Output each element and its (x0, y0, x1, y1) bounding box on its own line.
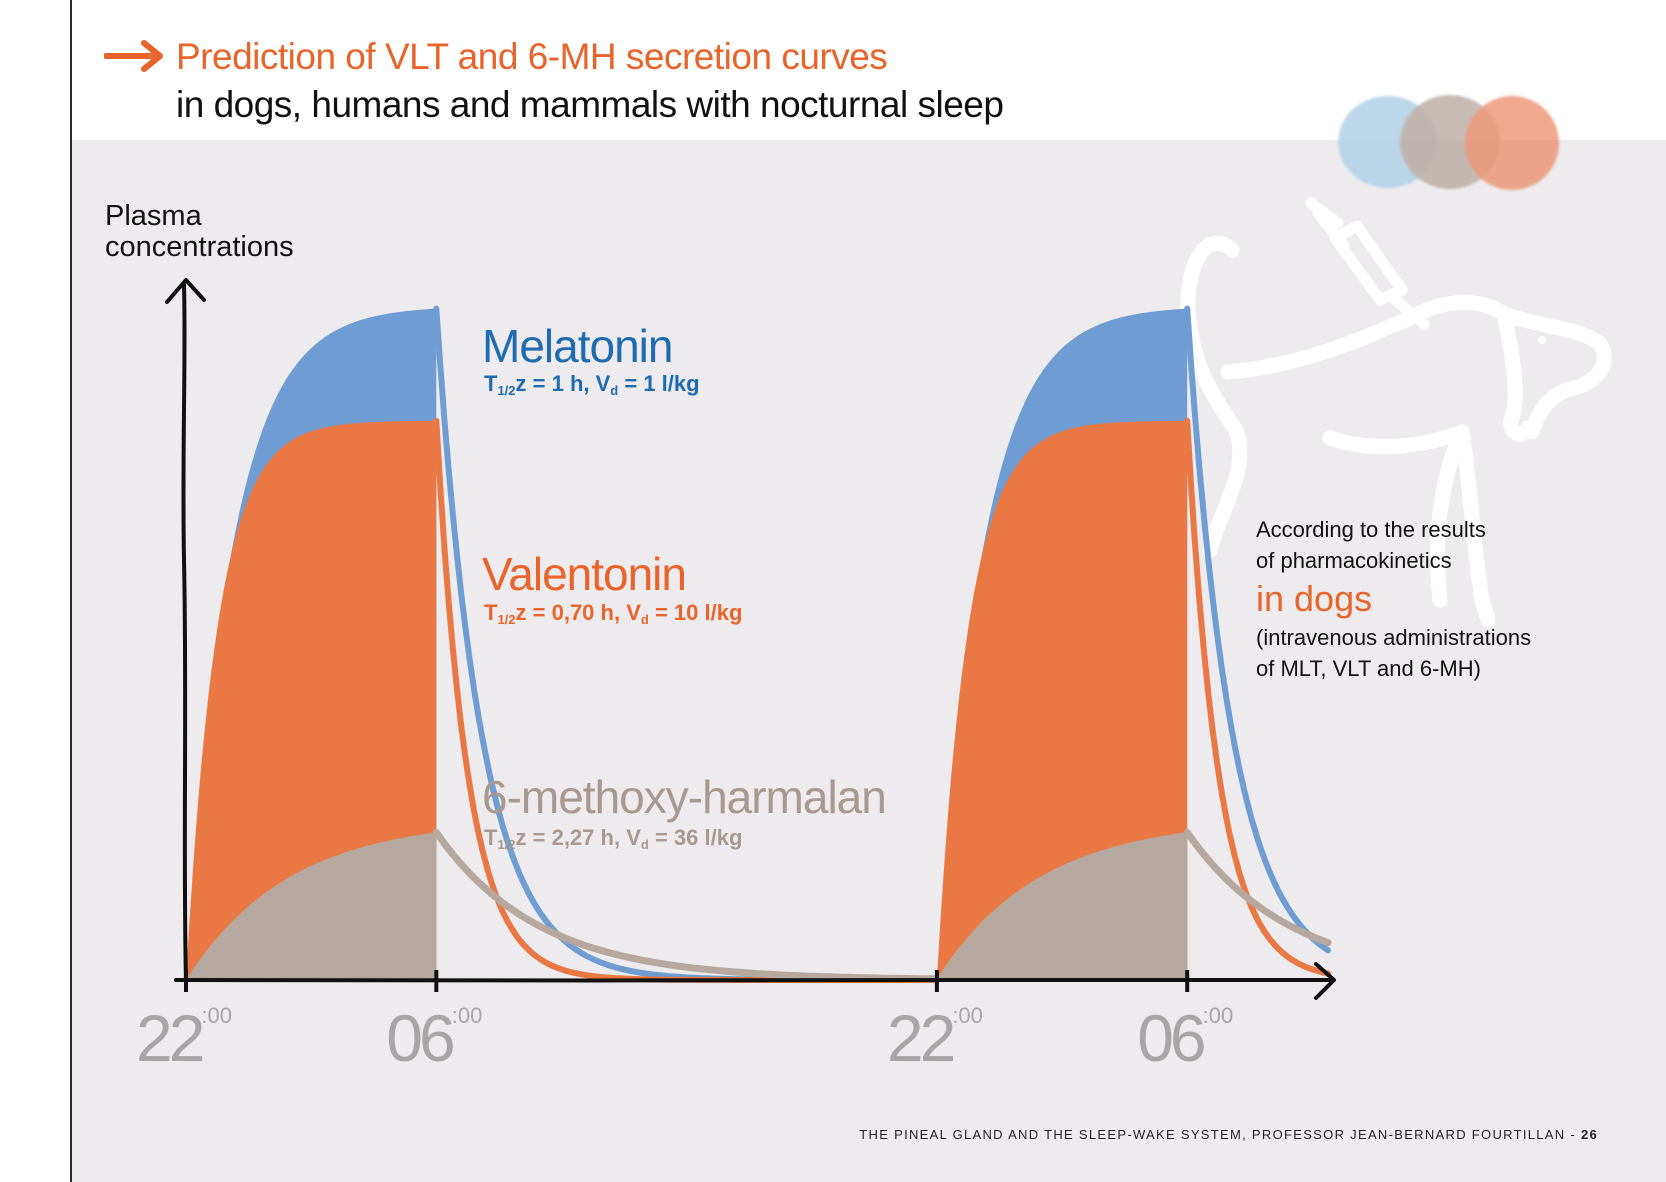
y-axis-title-line1: Plasma (105, 200, 203, 232)
annotation-line1: According to the results (1256, 517, 1486, 542)
page-footer: THE PINEAL GLAND AND THE SLEEP-WAKE SYST… (859, 1127, 1598, 1142)
melatonin-params: T1/2z = 1 h, Vd = 1 l/kg (484, 371, 700, 398)
chart-axes (165, 278, 1336, 1000)
y-axis (181, 283, 188, 984)
x-tick-label-3: 22:00 (887, 1001, 983, 1075)
area-valentonin-window-2 (936, 420, 1188, 980)
series-label-valentonin: Valentonin T1/2z = 0,70 h, Vd = 10 l/kg (482, 548, 742, 627)
footer-text: THE PINEAL GLAND AND THE SLEEP-WAKE SYST… (859, 1127, 1577, 1142)
x-ticks: 22:00 06:00 22:00 06:00 (136, 970, 1233, 1075)
methoxy-params: T1/2z = 2,27 h, Vd = 36 l/kg (484, 825, 742, 852)
page-subtitle: in dogs, humans and mammals with nocturn… (176, 84, 1004, 125)
area-valentonin-window-1 (186, 420, 437, 980)
decay-valentonin-2 (1184, 417, 1331, 977)
valentonin-params: T1/2z = 0,70 h, Vd = 10 l/kg (484, 600, 742, 627)
x-axis-arrowhead (1314, 962, 1336, 1000)
decay-melatonin-1 (433, 305, 940, 983)
y-axis-title-line2: concentrations (105, 231, 294, 263)
annotation-line3: (intravenous administrations (1256, 625, 1531, 650)
y-axis-arrowhead (165, 278, 206, 304)
decay-methoxy-1 (432, 828, 941, 983)
valentonin-name: Valentonin (482, 548, 686, 600)
melatonin-name: Melatonin (482, 320, 672, 372)
x-tick-label-4: 06:00 (1137, 1001, 1233, 1075)
page-left-rule (70, 0, 72, 1182)
pk-annotation: According to the results of pharmacokine… (1256, 517, 1531, 681)
arrow-right-icon (104, 40, 163, 72)
decay-valentonin-1 (433, 417, 940, 983)
chart-decay-lines (432, 305, 1332, 983)
annotation-line2: of pharmacokinetics (1256, 548, 1452, 573)
area-methoxy-window-2 (936, 832, 1188, 980)
chart-areas (186, 308, 1188, 981)
series-label-methoxy: 6-methoxy-harmalan T1/2z = 2,27 h, Vd = … (482, 771, 887, 852)
x-tick-label-1: 22:00 (136, 1001, 232, 1075)
page-number: 26 (1580, 1127, 1598, 1142)
methoxy-name: 6-methoxy-harmalan (482, 771, 886, 823)
decorative-circles-icon (1338, 95, 1559, 190)
annotation-highlight: in dogs (1256, 578, 1372, 619)
area-methoxy-window-1 (186, 832, 437, 980)
annotation-line4: of MLT, VLT and 6-MH) (1256, 656, 1481, 681)
dog-illustration-icon (1180, 235, 1612, 628)
page-title: Prediction of VLT and 6-MH secretion cur… (176, 36, 888, 77)
series-label-melatonin: Melatonin T1/2z = 1 h, Vd = 1 l/kg (482, 320, 700, 398)
x-axis (174, 977, 1332, 983)
syringe-icon (1305, 197, 1430, 330)
x-tick-label-2: 06:00 (386, 1001, 482, 1075)
decay-methoxy-2 (1183, 828, 1332, 947)
